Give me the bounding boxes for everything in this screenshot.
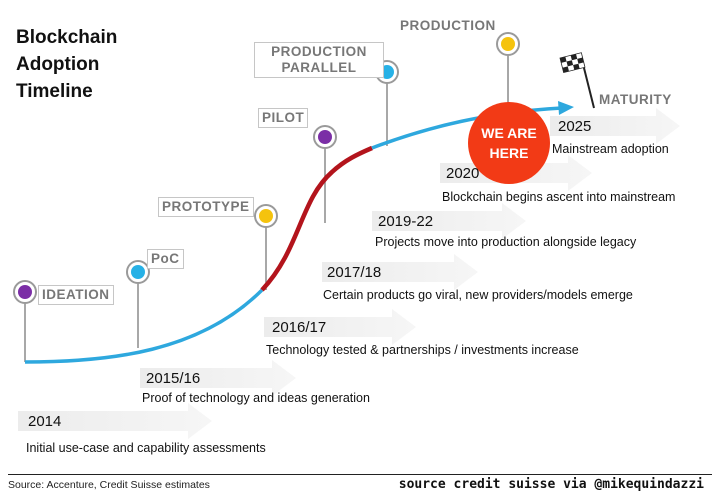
timeline-arrow-2014 bbox=[18, 403, 212, 439]
timeline-desc-2020: Blockchain begins ascent into mainstream bbox=[442, 190, 676, 204]
stage-label-maturity: MATURITY bbox=[599, 92, 672, 107]
title-line-1: Blockchain bbox=[16, 27, 118, 48]
timeline-year-2017: 2017/18 bbox=[327, 264, 382, 281]
adoption-curve-pilot bbox=[260, 145, 373, 292]
timeline-year-2019: 2019-22 bbox=[378, 213, 434, 230]
timeline-desc-2014: Initial use-case and capability assessme… bbox=[26, 441, 266, 455]
curve-arrowhead bbox=[558, 101, 574, 115]
timeline-arrow-2016 bbox=[264, 309, 416, 345]
timeline-year-2020: 2020 bbox=[446, 165, 480, 182]
checkered-flag-icon bbox=[559, 52, 595, 109]
we-are-here-line2: HERE bbox=[489, 145, 529, 161]
timeline-desc-2015: Proof of technology and ideas generation bbox=[142, 391, 370, 405]
timeline-year-2025: 2025 bbox=[558, 118, 592, 135]
timeline-arrow-2025 bbox=[550, 108, 680, 144]
pin-dot-pilot bbox=[318, 130, 332, 144]
title-line-2: Adoption bbox=[16, 54, 100, 75]
stage-label-ideation: IDEATION bbox=[38, 285, 114, 305]
stage-label-production-parallel-line2: PARALLEL bbox=[281, 60, 357, 75]
pin-dot-production bbox=[501, 37, 515, 51]
we-are-here-line1: WE ARE bbox=[481, 125, 537, 141]
stage-label-poc: PoC bbox=[147, 249, 184, 269]
timeline-desc-2019: Projects move into production alongside … bbox=[375, 235, 637, 249]
timeline-year-2016: 2016/17 bbox=[272, 319, 327, 336]
timeline-desc-2025: Mainstream adoption bbox=[552, 142, 669, 156]
footer-divider bbox=[8, 474, 712, 475]
timeline-desc-2017: Certain products go viral, new providers… bbox=[323, 288, 633, 302]
timeline-year-2015: 2015/16 bbox=[146, 370, 201, 387]
timeline-year-2014: 2014 bbox=[28, 413, 62, 430]
stage-label-prototype: PROTOTYPE bbox=[158, 197, 254, 217]
stage-label-production-parallel-line1: PRODUCTION bbox=[271, 44, 367, 59]
title-line-3: Timeline bbox=[16, 81, 93, 102]
footer-source-left: Source: Accenture, Credit Suisse estimat… bbox=[8, 479, 210, 491]
stage-label-production-parallel: PRODUCTION PARALLEL bbox=[254, 42, 384, 78]
footer-source-right: source credit suisse via @mikequindazzi bbox=[398, 477, 704, 492]
timeline-arrow-2015 bbox=[140, 360, 296, 396]
timeline-arrow-2019 bbox=[372, 203, 526, 239]
diagram-title: Blockchain Adoption Timeline bbox=[16, 24, 166, 105]
pin-dot-ideation bbox=[18, 285, 32, 299]
pin-dot-prototype bbox=[259, 209, 273, 223]
adoption-curve-late bbox=[371, 106, 563, 150]
timeline-arrow-2017 bbox=[322, 254, 478, 290]
pin-dot-poc bbox=[131, 265, 145, 279]
adoption-curve-early bbox=[24, 288, 264, 364]
stage-label-production: PRODUCTION bbox=[400, 18, 496, 33]
timeline-desc-2016: Technology tested & partnerships / inves… bbox=[266, 343, 579, 357]
we-are-here-marker: WE ARE HERE bbox=[468, 102, 550, 184]
stage-label-pilot: PILOT bbox=[258, 108, 309, 128]
